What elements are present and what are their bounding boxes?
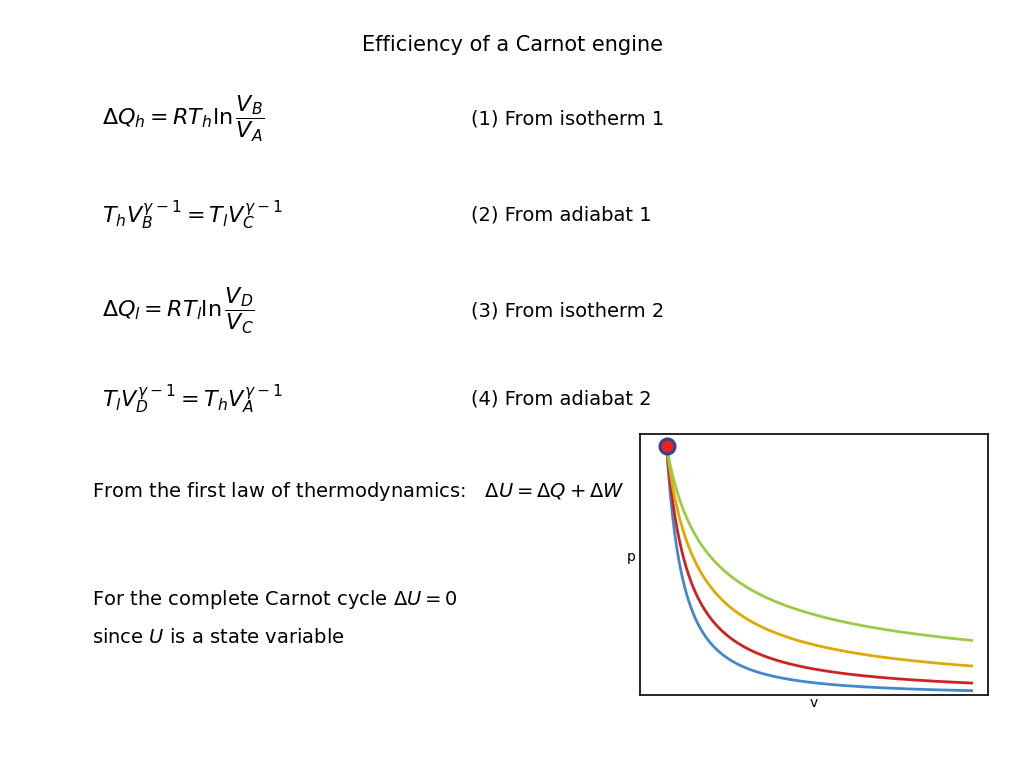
Text: (2) From adiabat 1: (2) From adiabat 1 xyxy=(471,206,651,224)
Text: since $U$ is a state variable: since $U$ is a state variable xyxy=(92,628,345,647)
Text: $\Delta Q_l = RT_l\ln\dfrac{V_D}{V_C}$: $\Delta Q_l = RT_l\ln\dfrac{V_D}{V_C}$ xyxy=(102,286,255,336)
Text: (3) From isotherm 2: (3) From isotherm 2 xyxy=(471,302,665,320)
X-axis label: v: v xyxy=(810,697,818,710)
Text: $T_l V_D^{\gamma-1} = T_h V_A^{\gamma-1}$: $T_l V_D^{\gamma-1} = T_h V_A^{\gamma-1}… xyxy=(102,382,284,416)
Text: $\Delta Q_h = RT_h\ln\dfrac{V_B}{V_A}$: $\Delta Q_h = RT_h\ln\dfrac{V_B}{V_A}$ xyxy=(102,94,265,144)
Text: Efficiency of a Carnot engine: Efficiency of a Carnot engine xyxy=(361,35,663,55)
Text: (4) From adiabat 2: (4) From adiabat 2 xyxy=(471,390,651,409)
Text: $T_h V_B^{\gamma-1} = T_l V_C^{\gamma-1}$: $T_h V_B^{\gamma-1} = T_l V_C^{\gamma-1}… xyxy=(102,198,284,232)
Text: For the complete Carnot cycle $\Delta U = 0$: For the complete Carnot cycle $\Delta U … xyxy=(92,588,458,611)
Text: From the first law of thermodynamics:   $\Delta U = \Delta Q + \Delta W$: From the first law of thermodynamics: $\… xyxy=(92,480,625,503)
Text: (1) From isotherm 1: (1) From isotherm 1 xyxy=(471,110,665,128)
Y-axis label: p: p xyxy=(628,551,636,564)
